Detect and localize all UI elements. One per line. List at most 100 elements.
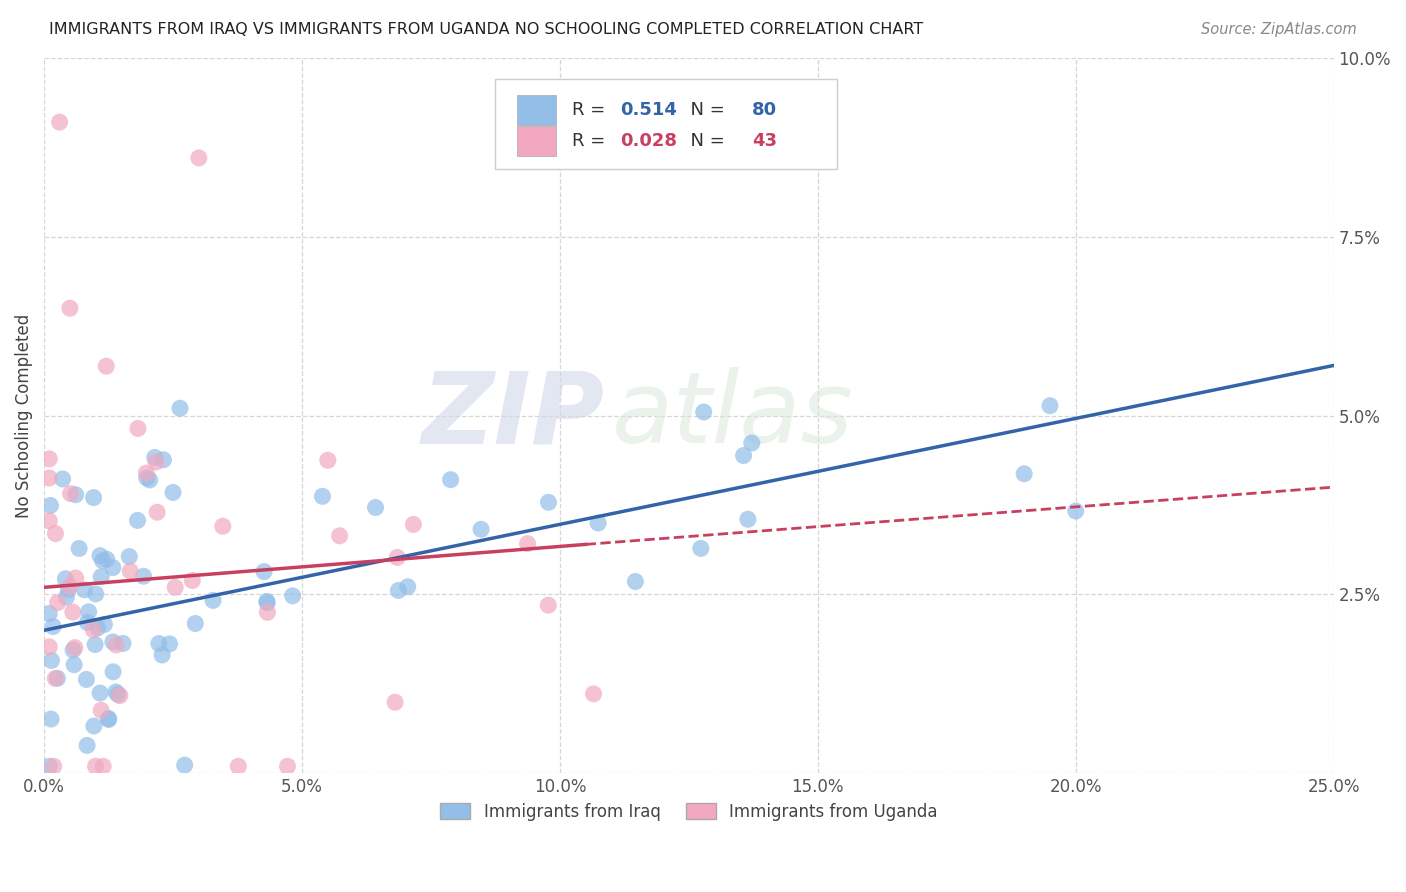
Point — [89, 549, 111, 563]
Point — [108, 689, 131, 703]
Point — [67, 541, 90, 556]
Point — [101, 665, 124, 679]
Point — [42, 619, 65, 633]
Point — [276, 759, 298, 773]
Point — [256, 594, 278, 608]
Point — [76, 615, 98, 630]
Point — [169, 401, 191, 416]
Point — [689, 541, 711, 556]
Point — [76, 739, 98, 753]
Point — [537, 495, 560, 509]
Point — [105, 638, 128, 652]
Y-axis label: No Schooling Completed: No Schooling Completed — [15, 313, 32, 517]
Point — [311, 489, 333, 503]
Point — [118, 549, 141, 564]
Point — [101, 635, 124, 649]
Point — [127, 421, 149, 435]
Text: N =: N = — [679, 132, 730, 151]
Point — [93, 617, 115, 632]
Point — [256, 605, 278, 619]
Point — [83, 719, 105, 733]
Point — [162, 485, 184, 500]
Point — [316, 453, 339, 467]
Point — [281, 589, 304, 603]
Point — [101, 560, 124, 574]
Point — [52, 472, 75, 486]
Point — [132, 569, 155, 583]
Text: 43: 43 — [752, 132, 778, 151]
Point — [127, 513, 149, 527]
Text: IMMIGRANTS FROM IRAQ VS IMMIGRANTS FROM UGANDA NO SCHOOLING COMPLETED CORRELATIO: IMMIGRANTS FROM IRAQ VS IMMIGRANTS FROM … — [49, 22, 924, 37]
Point — [692, 405, 714, 419]
Point — [173, 758, 195, 772]
Point — [84, 638, 107, 652]
Point — [96, 552, 118, 566]
Point — [90, 703, 112, 717]
Point — [84, 587, 107, 601]
Point — [63, 657, 86, 672]
Point — [253, 565, 276, 579]
Point — [741, 436, 763, 450]
Point — [184, 616, 207, 631]
Point — [58, 582, 80, 597]
Point — [39, 499, 62, 513]
Point — [44, 672, 66, 686]
Point — [44, 526, 66, 541]
Text: Source: ZipAtlas.com: Source: ZipAtlas.com — [1201, 22, 1357, 37]
Point — [138, 473, 160, 487]
Text: R =: R = — [571, 101, 610, 119]
Point — [38, 451, 60, 466]
Point — [737, 512, 759, 526]
Point — [165, 580, 187, 594]
Legend: Immigrants from Iraq, Immigrants from Uganda: Immigrants from Iraq, Immigrants from Ug… — [436, 798, 942, 826]
Point — [145, 455, 167, 469]
Point — [63, 640, 86, 655]
Point — [77, 605, 100, 619]
Point — [97, 711, 120, 725]
Point — [55, 572, 77, 586]
Point — [439, 473, 461, 487]
Point — [384, 695, 406, 709]
Point — [46, 671, 69, 685]
Point — [55, 590, 77, 604]
Point — [256, 596, 278, 610]
Point — [150, 648, 173, 662]
Point — [733, 449, 755, 463]
Point — [135, 466, 157, 480]
Point — [112, 636, 135, 650]
Point — [41, 653, 63, 667]
Point — [38, 607, 60, 621]
Point — [38, 471, 60, 485]
Point — [75, 673, 97, 687]
Point — [84, 759, 107, 773]
Point — [90, 570, 112, 584]
FancyBboxPatch shape — [517, 127, 555, 156]
Point — [62, 643, 84, 657]
Point — [516, 537, 538, 551]
Point — [146, 505, 169, 519]
Point — [89, 686, 111, 700]
Point — [48, 115, 70, 129]
Point — [104, 685, 127, 699]
Point — [228, 759, 250, 773]
Point — [181, 574, 204, 588]
Point — [624, 574, 647, 589]
Text: N =: N = — [679, 101, 730, 119]
Point — [364, 500, 387, 515]
Point — [62, 605, 84, 619]
Point — [107, 688, 129, 702]
Text: 0.514: 0.514 — [620, 101, 678, 119]
Point — [42, 759, 65, 773]
FancyBboxPatch shape — [517, 95, 555, 125]
Text: 0.028: 0.028 — [620, 132, 678, 151]
Point — [59, 579, 82, 593]
Point — [387, 550, 409, 565]
Point — [1064, 504, 1087, 518]
Point — [387, 583, 409, 598]
Point — [38, 514, 60, 528]
Point — [143, 450, 166, 465]
Point — [86, 621, 108, 635]
Point — [211, 519, 233, 533]
Point — [96, 359, 118, 374]
Point — [38, 640, 60, 654]
